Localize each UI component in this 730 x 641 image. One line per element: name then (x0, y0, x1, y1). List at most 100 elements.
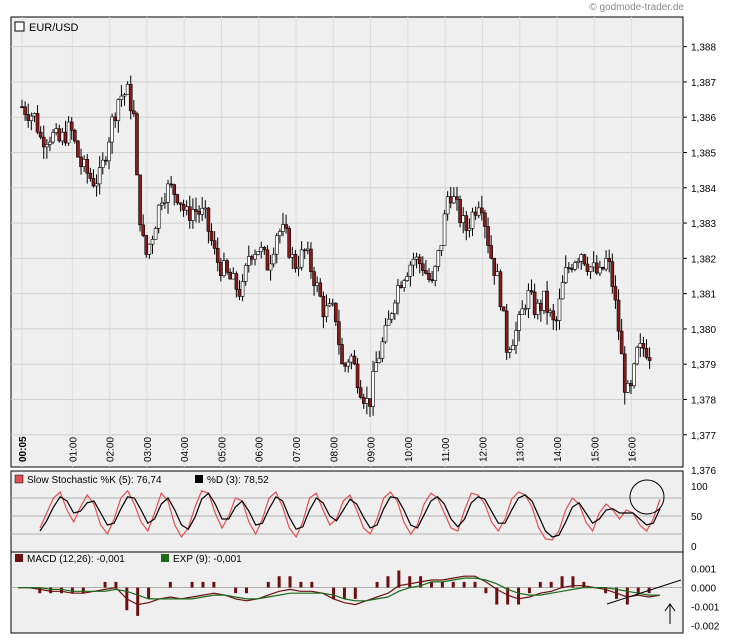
candle-body (206, 207, 211, 232)
candle-body (66, 121, 71, 144)
circle-highlight (629, 479, 665, 515)
price-tick-label: 1,388 (691, 43, 716, 54)
candle-body (548, 310, 552, 313)
candle-body (324, 305, 329, 318)
candle-body (116, 99, 121, 121)
candle-body (458, 199, 462, 223)
price-tick-label: 1,385 (691, 148, 716, 159)
candle-body (32, 113, 37, 117)
candle-body (35, 113, 40, 133)
candle-body (383, 324, 388, 343)
candle-body (520, 308, 525, 316)
candle-body (470, 211, 475, 229)
candle-body (644, 348, 649, 358)
candle-body (591, 262, 596, 268)
candle-body (20, 106, 24, 108)
candle-body (125, 84, 130, 95)
candle-body (197, 211, 201, 215)
candle-body (318, 282, 323, 297)
candle-body (551, 310, 556, 321)
candle-body (349, 355, 354, 363)
candle-body (181, 203, 186, 211)
macd-panel (10, 551, 684, 634)
watermark-text: © godmode-trader.de (589, 2, 684, 13)
candle-body (473, 211, 478, 216)
candle-body (585, 263, 590, 272)
candle-body (492, 257, 497, 276)
candle-body (635, 346, 639, 365)
candle-body (573, 262, 577, 270)
candle-body (507, 349, 512, 353)
trend-line (606, 579, 682, 605)
time-tick-label: 07:00 (292, 437, 303, 462)
time-tick-label: 03:00 (143, 437, 154, 462)
candle-body (511, 345, 515, 351)
candle-body (156, 204, 161, 229)
candle-body (638, 343, 643, 348)
candle-body (576, 260, 580, 263)
candle-body (203, 207, 208, 210)
candle-body (448, 196, 453, 204)
candle-body (445, 196, 450, 215)
time-tick-label: 16:00 (628, 437, 639, 462)
candle-body (29, 115, 34, 121)
candle-body (122, 94, 127, 97)
candle-body (175, 194, 180, 204)
candle-body (330, 302, 335, 305)
candle-body (399, 285, 403, 288)
candle-body (209, 231, 214, 242)
candle-body (194, 209, 198, 212)
candle-body (113, 116, 118, 121)
candle-body (259, 247, 264, 252)
stochastic-tick-label: 0 (691, 542, 697, 553)
candle-body (498, 271, 503, 308)
candle-body (601, 267, 605, 270)
candle-body (73, 130, 77, 142)
time-tick-label: 06:00 (255, 437, 266, 462)
price-tick-label: 1,386 (691, 113, 716, 124)
candle-body (166, 183, 170, 203)
candle-body (352, 355, 357, 365)
price-panel (10, 16, 684, 468)
candle-body (38, 131, 43, 138)
candle-body (539, 302, 543, 311)
time-tick-label: 13:00 (516, 437, 527, 462)
candle-body (610, 261, 615, 287)
candle-body (464, 215, 469, 231)
candle-body (430, 279, 434, 281)
time-tick-label: 04:00 (180, 437, 191, 462)
candle-body (560, 282, 565, 300)
time-tick-label: 14:00 (553, 437, 564, 462)
candle-body (54, 128, 58, 133)
time-tick-label: 15:00 (590, 437, 601, 462)
candle-body (163, 202, 167, 204)
candle-body (309, 248, 313, 273)
price-tick-label: 1,382 (691, 254, 716, 265)
candle-body (514, 330, 518, 346)
candle-body (287, 228, 291, 258)
black-square-icon (195, 475, 203, 483)
empty-square-icon (14, 21, 25, 32)
candle-body (247, 256, 251, 266)
price-tick-label: 1,384 (691, 184, 716, 195)
candle-body (60, 131, 65, 142)
candle-body (97, 167, 102, 185)
candle-body (489, 245, 493, 259)
candle-body (408, 264, 413, 277)
price-tick-label: 1,387 (691, 78, 716, 89)
candle-body (312, 271, 316, 286)
candle-body (442, 213, 447, 246)
macd-tick-label: -0.002 (691, 621, 720, 632)
candle-body (467, 227, 472, 231)
exp-signal-line (18, 577, 660, 602)
candle-body (334, 302, 338, 323)
candle-body (45, 144, 49, 148)
candle-body (483, 212, 487, 227)
candle-body (88, 172, 93, 179)
candle-body (619, 330, 624, 355)
candle-body (284, 224, 288, 229)
candle-body (436, 250, 441, 267)
candle-body (253, 254, 257, 260)
macd-legend: MACD (12,26): -0,001 (27, 554, 125, 565)
stochastic-tick-label: 50 (691, 512, 703, 523)
